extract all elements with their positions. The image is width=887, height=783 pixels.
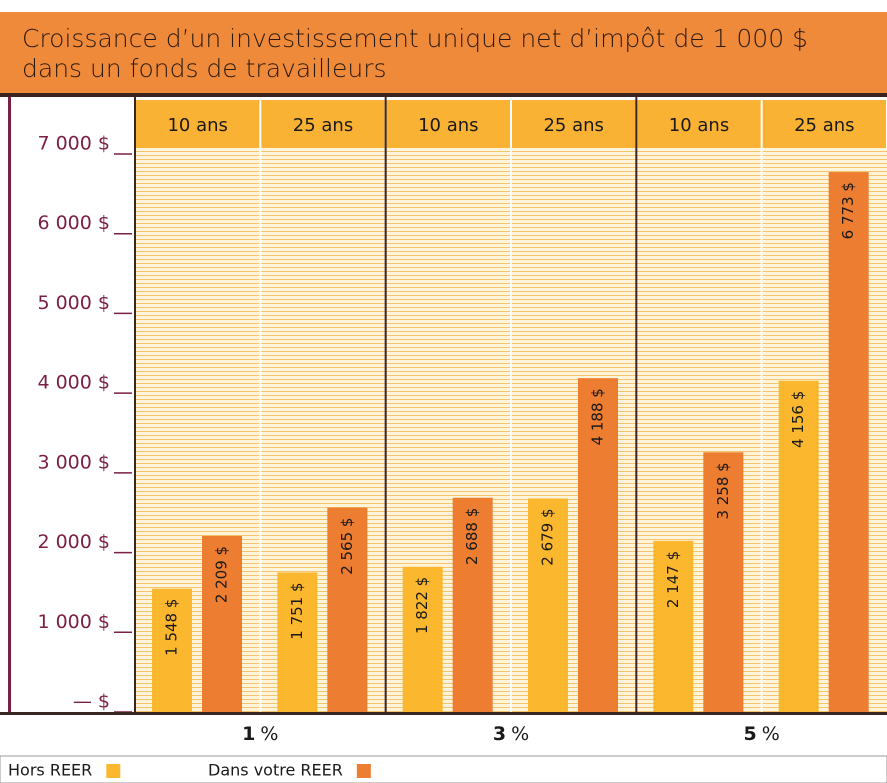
bar: [703, 452, 744, 712]
bar: [152, 588, 192, 712]
group-separator: [134, 97, 136, 712]
group-label: 5%: [744, 723, 780, 745]
value-label: 3 258 $: [714, 462, 732, 519]
y-tick-label: 2 000 $: [37, 531, 110, 553]
group-separator: [384, 97, 387, 712]
bar: [578, 378, 618, 712]
group-unit: %: [762, 723, 780, 745]
group-label: 3%: [493, 723, 529, 745]
y-tick-label: 7 000 $: [37, 133, 110, 155]
value-label: 1 548 $: [163, 599, 181, 656]
group-rate: 1: [242, 723, 255, 745]
value-label: 2 209 $: [213, 546, 231, 603]
y-tick-label: 1 000 $: [37, 611, 110, 633]
bar: [778, 380, 819, 712]
value-label: 4 156 $: [789, 391, 807, 448]
column-gap: [510, 148, 512, 712]
legend-swatch: [356, 764, 371, 778]
column-label: 10 ans: [669, 115, 729, 136]
title-rule: [0, 93, 887, 97]
column-label: 25 ans: [543, 115, 603, 136]
x-axis: [0, 712, 887, 715]
bar: [452, 497, 493, 712]
y-tick-label: 3 000 $: [37, 451, 110, 473]
group-unit: %: [260, 723, 278, 745]
group-label: 1%: [242, 723, 278, 745]
value-label: 2 679 $: [539, 508, 557, 565]
column-header: [762, 100, 886, 148]
y-tick-label: 5 000 $: [37, 292, 110, 314]
legend-box: [0, 755, 887, 783]
column-gap: [259, 148, 262, 712]
column-label: 25 ans: [293, 115, 353, 136]
column-label: 10 ans: [418, 115, 478, 136]
value-label: 1 751 $: [288, 582, 306, 639]
bar: [277, 572, 318, 712]
value-label: 6 773 $: [839, 182, 857, 239]
left-rule: [8, 97, 11, 713]
bar: [653, 540, 694, 712]
y-tick-label: 4 000 $: [37, 372, 110, 394]
legend-swatch: [106, 764, 121, 778]
column-label: 25 ans: [794, 115, 854, 136]
column-header: [512, 100, 636, 148]
column-header: [386, 100, 510, 148]
value-label: 1 822 $: [413, 577, 431, 634]
group-rate: 3: [493, 723, 506, 745]
bar: [327, 507, 368, 712]
legend-label: Hors REER: [8, 761, 92, 780]
bar: [202, 535, 242, 712]
column-header: [136, 100, 260, 148]
value-label: 2 147 $: [664, 551, 682, 608]
column-label: 10 ans: [167, 115, 227, 136]
column-header: [261, 100, 385, 148]
y-tick-label: — $: [73, 691, 110, 713]
group-unit: %: [511, 723, 529, 745]
y-tick-label: 6 000 $: [37, 212, 110, 234]
value-label: 2 688 $: [463, 508, 481, 565]
bar: [402, 566, 443, 712]
chart-title: Croissance d’un investissement unique ne…: [22, 24, 808, 83]
title-bar: [0, 12, 887, 94]
legend-label: Dans votre REER: [208, 761, 343, 780]
group-rate: 5: [744, 723, 757, 745]
value-label: 2 565 $: [338, 518, 356, 575]
bar: [828, 172, 869, 712]
bar: [528, 498, 568, 712]
group-separator: [635, 97, 638, 712]
value-label: 4 188 $: [589, 388, 607, 445]
column-header: [637, 100, 761, 148]
column-gap: [760, 148, 763, 712]
